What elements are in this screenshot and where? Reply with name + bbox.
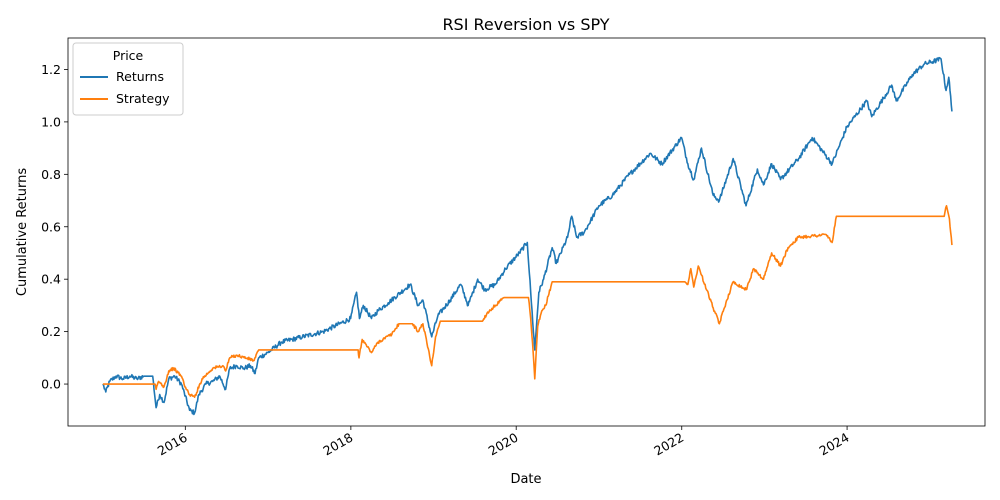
legend-label-returns: Returns: [116, 69, 164, 84]
y-tick-label: 1.0: [41, 114, 61, 129]
legend-label-strategy: Strategy: [116, 91, 170, 106]
y-tick-label: 0.4: [41, 272, 61, 287]
series-layer: [102, 56, 953, 416]
series-line-strategy: [102, 204, 953, 398]
x-tick-label: 2018: [320, 430, 355, 459]
legend-box: [72, 42, 184, 116]
y-tick-label: 0.2: [41, 324, 61, 339]
x-axis: 2016 2018 2020 2022 2024: [155, 426, 852, 459]
y-tick-label: 0.8: [41, 167, 61, 182]
legend-title: Price: [113, 48, 144, 63]
y-tick-label: 0.6: [41, 219, 61, 234]
x-tick-label: 2020: [486, 430, 521, 459]
y-axis-title: Cumulative Returns: [15, 168, 30, 296]
y-tick-label: 1.2: [41, 62, 61, 77]
y-tick-label: 0.0: [41, 377, 61, 392]
chart-title: RSI Reversion vs SPY: [442, 15, 609, 34]
x-tick-label: 2024: [817, 430, 852, 459]
x-tick-label: 2016: [155, 430, 190, 459]
plot-area: [67, 37, 986, 427]
x-axis-title: Date: [510, 472, 541, 487]
x-tick-label: 2022: [651, 430, 686, 459]
legend: Price Returns Strategy: [72, 42, 184, 116]
series-line-returns: [102, 56, 953, 416]
y-axis: 0.0 0.2 0.4 0.6 0.8 1.0 1.2: [41, 62, 68, 392]
